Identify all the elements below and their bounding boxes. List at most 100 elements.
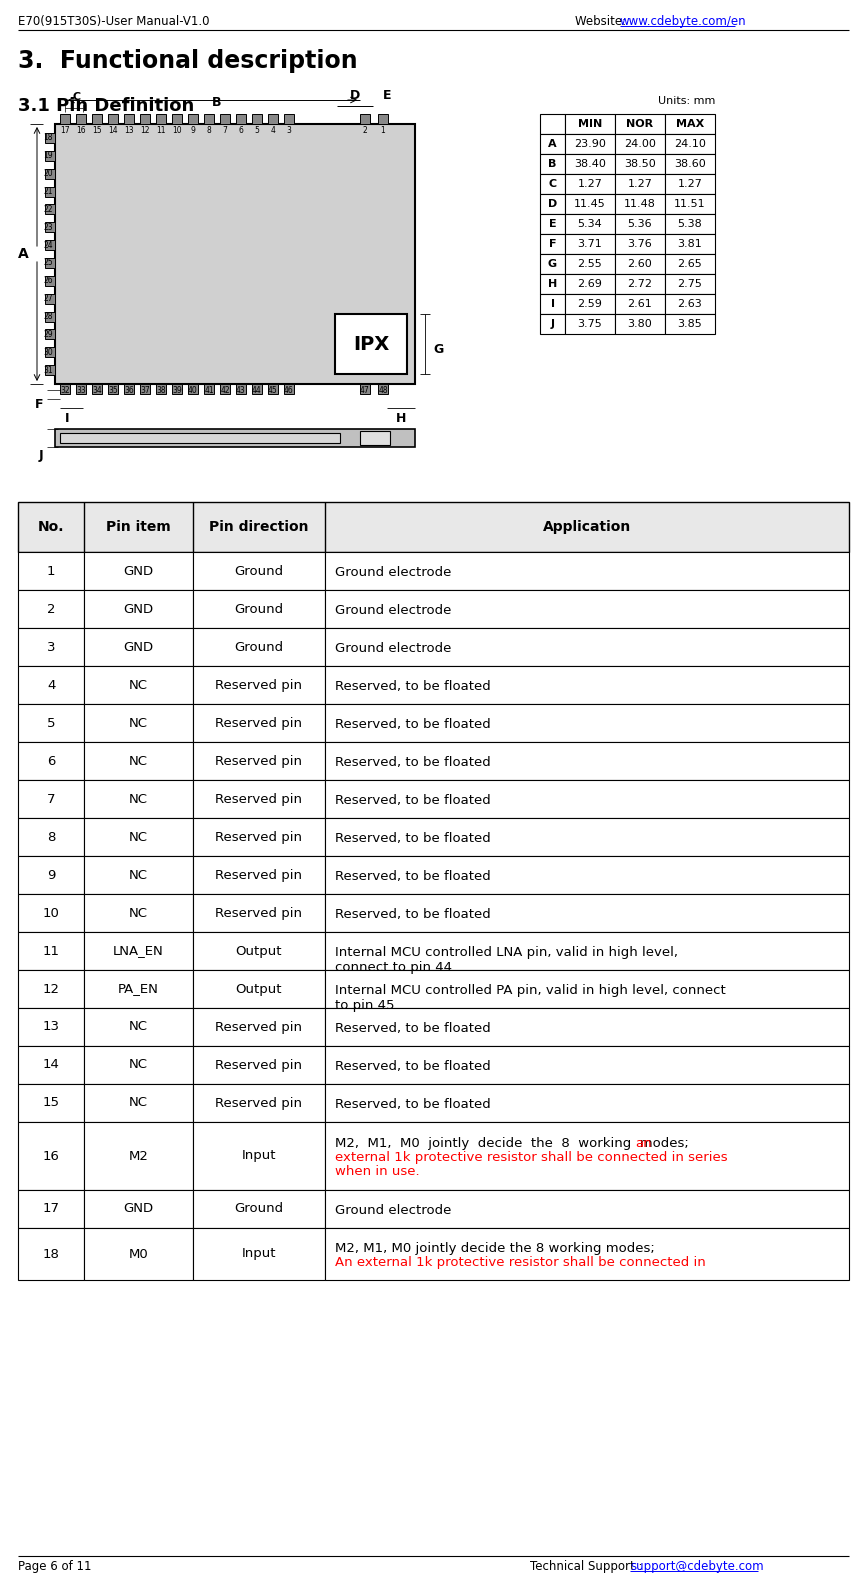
Bar <box>108 115 118 124</box>
Bar <box>325 705 849 741</box>
Text: 14: 14 <box>108 126 118 135</box>
Text: 38.50: 38.50 <box>624 159 655 169</box>
Text: GND: GND <box>123 1202 153 1216</box>
Text: GND: GND <box>123 641 153 654</box>
Bar <box>268 384 278 394</box>
Bar <box>615 234 665 253</box>
Bar <box>192 590 325 628</box>
Bar <box>665 274 715 293</box>
Text: E: E <box>382 89 391 102</box>
Text: 8: 8 <box>206 126 212 135</box>
Bar <box>540 314 565 335</box>
Bar <box>360 430 390 445</box>
Text: NC: NC <box>129 869 148 881</box>
Text: Ground: Ground <box>234 564 284 577</box>
Bar <box>84 741 192 779</box>
Text: NC: NC <box>129 907 148 920</box>
Text: 1: 1 <box>381 126 385 135</box>
Bar <box>565 274 615 293</box>
Text: No.: No. <box>38 520 64 534</box>
Bar <box>325 590 849 628</box>
Text: Internal MCU controlled PA pin, valid in high level, connect
to pin 45: Internal MCU controlled PA pin, valid in… <box>336 983 727 1012</box>
Text: Reserved, to be floated: Reserved, to be floated <box>336 909 492 921</box>
Text: Pin direction: Pin direction <box>209 520 309 534</box>
Bar <box>192 1227 325 1280</box>
Bar <box>615 314 665 335</box>
Text: 34: 34 <box>92 386 102 395</box>
Bar <box>540 174 565 194</box>
Text: NC: NC <box>129 754 148 767</box>
Bar <box>565 174 615 194</box>
Text: D: D <box>548 199 557 209</box>
Bar <box>55 429 415 446</box>
Text: Ground: Ground <box>234 1202 284 1216</box>
Bar <box>18 590 84 628</box>
Text: 31: 31 <box>43 365 53 375</box>
Text: 38: 38 <box>156 386 166 395</box>
Text: Ground electrode: Ground electrode <box>336 604 452 617</box>
Text: 11: 11 <box>42 945 60 958</box>
Text: 35: 35 <box>108 386 118 395</box>
Bar <box>18 1122 84 1191</box>
Bar <box>615 194 665 214</box>
Bar <box>325 779 849 818</box>
Bar <box>325 1227 849 1280</box>
Text: 3.1 Pin Definition: 3.1 Pin Definition <box>18 97 194 115</box>
Text: 29: 29 <box>43 330 53 340</box>
Text: NC: NC <box>129 1097 148 1109</box>
Bar <box>192 628 325 666</box>
Bar <box>92 384 102 394</box>
Bar <box>540 214 565 234</box>
Text: 4: 4 <box>271 126 276 135</box>
Bar <box>540 115 565 134</box>
Text: An external 1k protective resistor shall be connected in: An external 1k protective resistor shall… <box>336 1256 707 1269</box>
Bar <box>236 384 246 394</box>
Bar <box>192 894 325 932</box>
Bar <box>325 818 849 856</box>
Text: Input: Input <box>242 1149 277 1162</box>
Bar <box>615 293 665 314</box>
Bar <box>18 818 84 856</box>
Bar <box>565 194 615 214</box>
Text: 3.  Functional description: 3. Functional description <box>18 49 357 73</box>
Bar <box>76 384 86 394</box>
Text: Ground electrode: Ground electrode <box>336 1203 452 1216</box>
Bar <box>84 971 192 1007</box>
Bar <box>615 274 665 293</box>
Bar <box>84 894 192 932</box>
Bar <box>220 115 230 124</box>
Text: 22: 22 <box>43 206 53 214</box>
Bar <box>565 155 615 174</box>
Text: Ground: Ground <box>234 603 284 615</box>
Bar <box>84 666 192 705</box>
Text: 1.27: 1.27 <box>577 179 603 190</box>
Text: 43: 43 <box>236 386 246 395</box>
Bar <box>192 818 325 856</box>
Bar <box>615 174 665 194</box>
Text: 5: 5 <box>255 126 259 135</box>
Text: support@cdebyte.com: support@cdebyte.com <box>630 1561 764 1573</box>
Bar <box>220 384 230 394</box>
Bar <box>192 932 325 971</box>
Bar <box>325 666 849 705</box>
Bar <box>92 115 102 124</box>
Bar <box>84 1227 192 1280</box>
Text: PA_EN: PA_EN <box>118 982 159 996</box>
Text: 42: 42 <box>220 386 230 395</box>
Text: Reserved pin: Reserved pin <box>216 1058 303 1071</box>
Text: GND: GND <box>123 564 153 577</box>
Bar <box>192 1122 325 1191</box>
Bar <box>84 1046 192 1084</box>
Bar <box>378 115 388 124</box>
Bar <box>18 705 84 741</box>
Text: IPX: IPX <box>353 335 389 354</box>
Text: 7: 7 <box>47 792 55 805</box>
Bar <box>268 115 278 124</box>
Bar <box>540 293 565 314</box>
Bar <box>284 384 294 394</box>
Bar <box>192 779 325 818</box>
Bar <box>188 115 198 124</box>
Text: 16: 16 <box>42 1149 60 1162</box>
Bar <box>565 293 615 314</box>
Bar <box>45 222 55 233</box>
